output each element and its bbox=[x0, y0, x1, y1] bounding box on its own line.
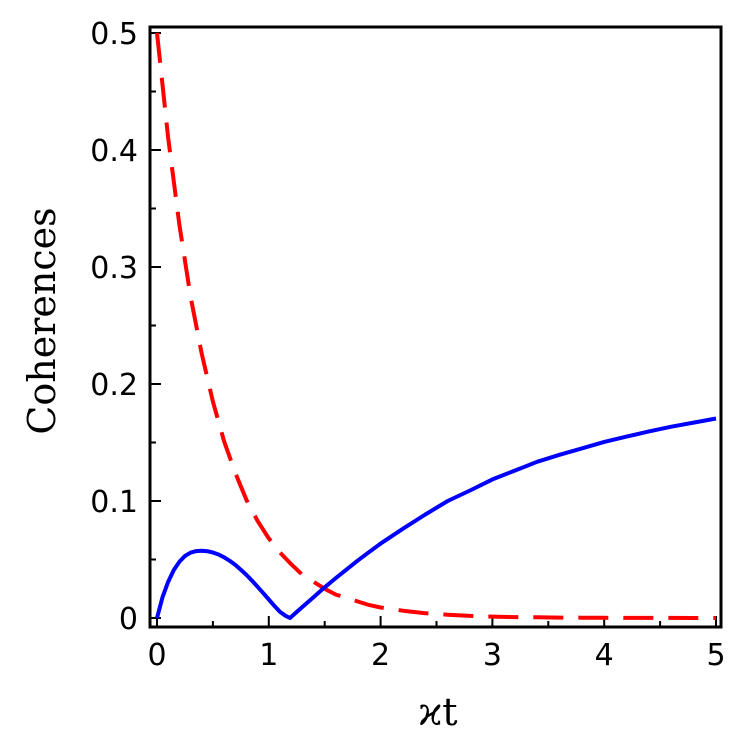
y-axis-label: Coherences bbox=[20, 207, 64, 434]
y-tick-label: 0.3 bbox=[90, 251, 138, 286]
y-tick-label: 0.4 bbox=[90, 134, 138, 169]
x-axis-label: ϰt bbox=[419, 690, 458, 734]
y-tick-label: 0.5 bbox=[90, 17, 138, 52]
x-tick-label: 5 bbox=[706, 638, 725, 673]
y-tick-label: 0 bbox=[119, 602, 138, 637]
series-group bbox=[155, 32, 717, 620]
dashed-series-line bbox=[155, 32, 716, 620]
axis-ticks bbox=[150, 32, 717, 627]
x-tick-label: 1 bbox=[259, 638, 278, 673]
solid-series-line bbox=[155, 416, 717, 620]
axis-tick-labels: 0 1 2 3 4 5 0 0.1 0.2 0.3 0.4 0.5 bbox=[90, 17, 725, 673]
y-tick-label: 0.2 bbox=[90, 368, 138, 403]
plot-frame bbox=[148, 25, 723, 629]
x-tick-label: 2 bbox=[371, 638, 390, 673]
x-tick-label: 4 bbox=[595, 638, 614, 673]
x-tick-label: 0 bbox=[147, 638, 166, 673]
x-tick-label: 3 bbox=[483, 638, 502, 673]
y-tick-label: 0.1 bbox=[90, 485, 138, 520]
